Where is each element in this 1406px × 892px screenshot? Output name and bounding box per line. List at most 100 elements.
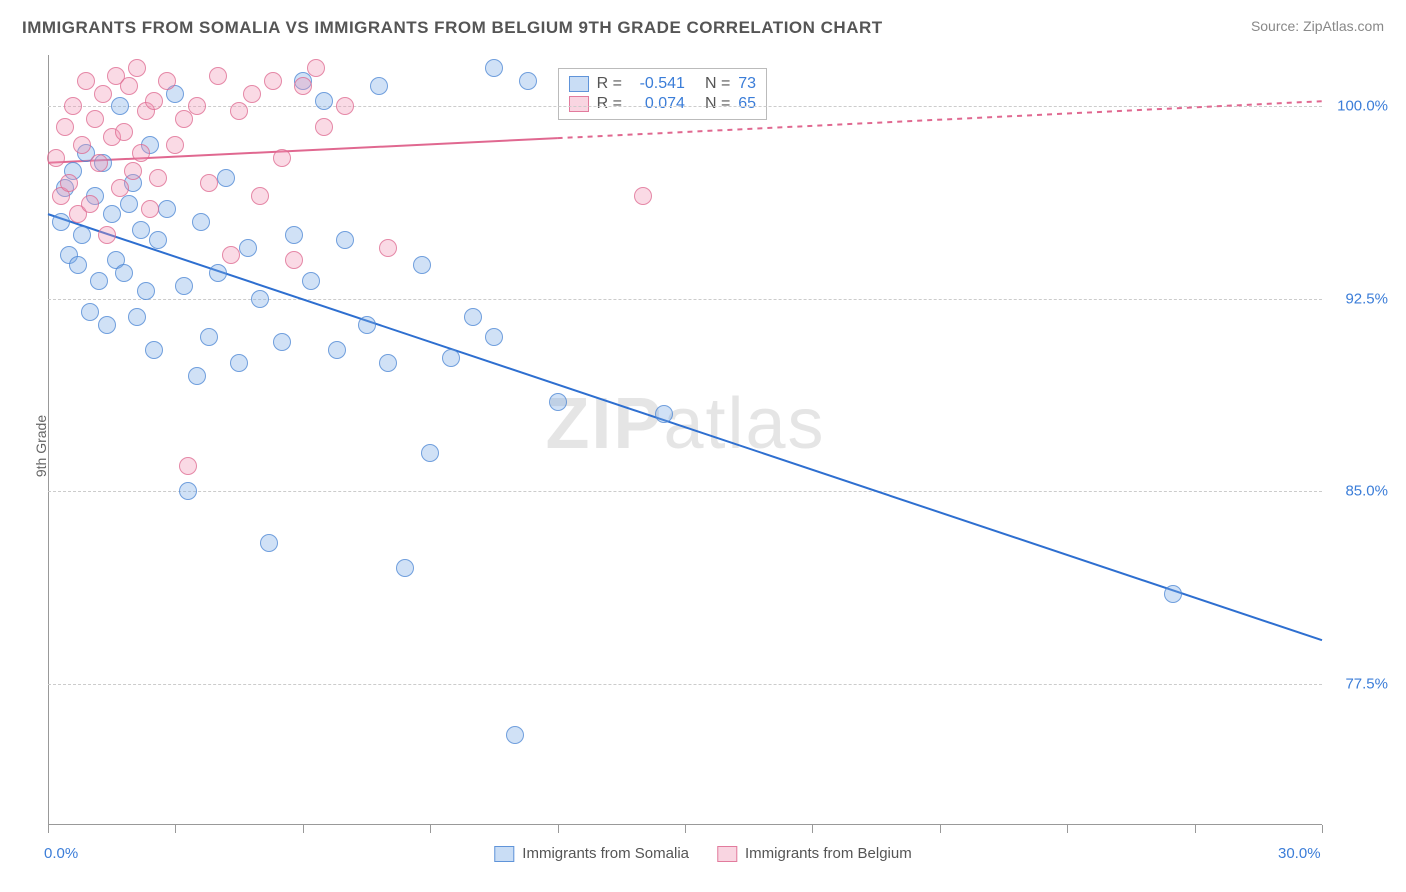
scatter-point — [506, 726, 524, 744]
scatter-point — [158, 72, 176, 90]
x-tick — [812, 825, 813, 833]
scatter-point — [358, 316, 376, 334]
scatter-point — [188, 367, 206, 385]
scatter-point — [315, 92, 333, 110]
scatter-point — [243, 85, 261, 103]
legend-item: Immigrants from Belgium — [717, 845, 912, 862]
legend-label: Immigrants from Belgium — [745, 845, 912, 862]
scatter-point — [209, 264, 227, 282]
scatter-point — [56, 118, 74, 136]
n-label: N = — [705, 75, 730, 93]
scatter-point — [115, 264, 133, 282]
scatter-point — [132, 144, 150, 162]
scatter-point — [103, 205, 121, 223]
r-label: R = — [597, 75, 622, 93]
x-tick — [940, 825, 941, 833]
scatter-point — [519, 72, 537, 90]
scatter-point — [549, 393, 567, 411]
scatter-point — [379, 354, 397, 372]
legend-swatch — [717, 846, 737, 862]
scatter-point — [328, 341, 346, 359]
scatter-point — [285, 251, 303, 269]
scatter-point — [111, 179, 129, 197]
scatter-point — [115, 123, 133, 141]
scatter-point — [294, 77, 312, 95]
x-tick — [1322, 825, 1323, 833]
watermark: ZIPatlas — [545, 383, 825, 465]
scatter-point — [222, 246, 240, 264]
scatter-point — [264, 72, 282, 90]
scatter-point — [81, 303, 99, 321]
scatter-point — [485, 328, 503, 346]
scatter-point — [179, 457, 197, 475]
scatter-point — [52, 213, 70, 231]
scatter-point — [485, 59, 503, 77]
scatter-point — [421, 444, 439, 462]
legend-swatch — [569, 96, 589, 112]
source-label: Source: ZipAtlas.com — [1251, 18, 1384, 34]
scatter-point — [90, 272, 108, 290]
scatter-point — [260, 534, 278, 552]
scatter-point — [128, 59, 146, 77]
stats-box: R = -0.541 N = 73R = 0.074 N = 65 — [558, 68, 767, 120]
scatter-point — [166, 136, 184, 154]
scatter-point — [77, 72, 95, 90]
r-value: -0.541 — [630, 75, 685, 93]
x-tick — [1067, 825, 1068, 833]
gridline-h — [48, 491, 1322, 492]
r-value: 0.074 — [630, 95, 685, 113]
scatter-point — [307, 59, 325, 77]
scatter-point — [137, 282, 155, 300]
scatter-point — [634, 187, 652, 205]
scatter-point — [175, 277, 193, 295]
plot-area: ZIPatlas — [48, 55, 1322, 825]
scatter-point — [251, 290, 269, 308]
scatter-point — [217, 169, 235, 187]
x-tick-label: 30.0% — [1278, 845, 1321, 862]
scatter-point — [120, 77, 138, 95]
scatter-point — [98, 226, 116, 244]
legend-swatch — [494, 846, 514, 862]
scatter-point — [141, 200, 159, 218]
scatter-point — [145, 341, 163, 359]
scatter-point — [47, 149, 65, 167]
y-tick-label: 100.0% — [1337, 98, 1388, 115]
scatter-point — [209, 67, 227, 85]
stats-row: R = -0.541 N = 73 — [569, 75, 756, 93]
x-tick — [303, 825, 304, 833]
scatter-point — [370, 77, 388, 95]
scatter-point — [179, 482, 197, 500]
n-value: 65 — [738, 95, 756, 113]
legend-label: Immigrants from Somalia — [522, 845, 689, 862]
scatter-point — [73, 136, 91, 154]
gridline-h — [48, 684, 1322, 685]
scatter-point — [200, 328, 218, 346]
scatter-point — [64, 97, 82, 115]
scatter-point — [98, 316, 116, 334]
scatter-point — [302, 272, 320, 290]
legend-item: Immigrants from Somalia — [494, 845, 689, 862]
x-tick — [48, 825, 49, 833]
y-tick-label: 77.5% — [1345, 675, 1388, 692]
scatter-point — [192, 213, 210, 231]
x-tick — [558, 825, 559, 833]
chart-title: IMMIGRANTS FROM SOMALIA VS IMMIGRANTS FR… — [22, 18, 883, 38]
legend: Immigrants from Somalia Immigrants from B… — [494, 845, 911, 862]
scatter-point — [273, 333, 291, 351]
scatter-point — [230, 102, 248, 120]
gridline-h — [48, 299, 1322, 300]
scatter-point — [396, 559, 414, 577]
scatter-point — [111, 97, 129, 115]
x-tick — [1195, 825, 1196, 833]
scatter-point — [124, 162, 142, 180]
scatter-point — [60, 174, 78, 192]
scatter-point — [90, 154, 108, 172]
y-tick-label: 85.0% — [1345, 483, 1388, 500]
x-tick-label: 0.0% — [44, 845, 78, 862]
scatter-point — [1164, 585, 1182, 603]
scatter-point — [230, 354, 248, 372]
scatter-point — [149, 169, 167, 187]
scatter-point — [200, 174, 218, 192]
scatter-point — [442, 349, 460, 367]
n-value: 73 — [738, 75, 756, 93]
